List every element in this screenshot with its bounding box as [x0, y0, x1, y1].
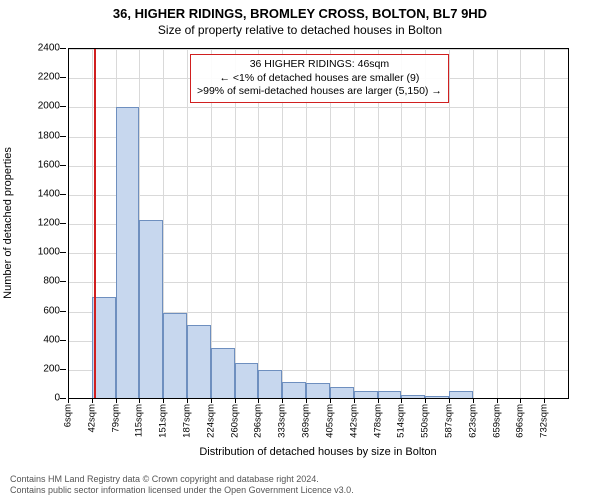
- xtick-label: 405sqm: [324, 404, 335, 438]
- xtick: [163, 398, 164, 403]
- xtick: [544, 398, 545, 403]
- plot-area: 36 HIGHER RIDINGS: 46sqm← <1% of detache…: [68, 48, 569, 399]
- xtick: [354, 398, 355, 403]
- gridline-v: [449, 49, 450, 399]
- gridline-v: [473, 49, 474, 399]
- xtick: [139, 398, 140, 403]
- ytick: [60, 252, 66, 253]
- ytick-label: 400: [0, 334, 60, 345]
- xtick: [401, 398, 402, 403]
- chart-container: 36, HIGHER RIDINGS, BROMLEY CROSS, BOLTO…: [0, 0, 600, 500]
- plot-inner: 36 HIGHER RIDINGS: 46sqm← <1% of detache…: [68, 49, 568, 399]
- xtick: [497, 398, 498, 403]
- histogram-bar: [258, 370, 282, 399]
- ytick: [60, 48, 66, 49]
- xtick: [306, 398, 307, 403]
- gridline-h: [68, 137, 568, 138]
- ytick: [60, 398, 66, 399]
- ytick-label: 2200: [0, 72, 60, 83]
- xtick: [235, 398, 236, 403]
- gridline-h: [68, 195, 568, 196]
- ytick: [60, 106, 66, 107]
- xtick: [116, 398, 117, 403]
- gridline-v: [497, 49, 498, 399]
- xtick-label: 224sqm: [205, 404, 216, 438]
- xtick: [92, 398, 93, 403]
- ytick: [60, 340, 66, 341]
- xtick: [520, 398, 521, 403]
- xtick-label: 732sqm: [539, 404, 550, 438]
- ytick: [60, 136, 66, 137]
- xtick-label: 151sqm: [158, 404, 169, 438]
- ytick: [60, 165, 66, 166]
- ytick: [60, 281, 66, 282]
- annotation-line: 36 HIGHER RIDINGS: 46sqm: [197, 58, 442, 72]
- xtick-label: 623sqm: [467, 404, 478, 438]
- xtick-label: 187sqm: [182, 404, 193, 438]
- xtick-label: 42sqm: [86, 404, 97, 433]
- histogram-bar: [116, 107, 140, 399]
- xtick-label: 696sqm: [515, 404, 526, 438]
- xtick-label: 79sqm: [110, 404, 121, 433]
- xtick: [68, 398, 69, 403]
- gridline-v: [520, 49, 521, 399]
- histogram-bar: [187, 325, 211, 399]
- ytick: [60, 369, 66, 370]
- y-axis: [68, 48, 69, 398]
- ytick: [60, 223, 66, 224]
- xtick: [258, 398, 259, 403]
- gridline-h: [68, 49, 568, 50]
- ytick: [60, 77, 66, 78]
- xtick: [330, 398, 331, 403]
- histogram-bar: [163, 313, 187, 399]
- chart-subtitle: Size of property relative to detached ho…: [0, 21, 600, 37]
- xtick: [473, 398, 474, 403]
- xtick-label: 333sqm: [277, 404, 288, 438]
- chart-title: 36, HIGHER RIDINGS, BROMLEY CROSS, BOLTO…: [0, 0, 600, 21]
- xtick-label: 260sqm: [229, 404, 240, 438]
- ytick-label: 1800: [0, 130, 60, 141]
- annotation-line: >99% of semi-detached houses are larger …: [197, 85, 442, 99]
- xtick-label: 550sqm: [420, 404, 431, 438]
- xtick-label: 659sqm: [491, 404, 502, 438]
- histogram-bar: [139, 220, 163, 399]
- gridline-v: [544, 49, 545, 399]
- attribution-line2: Contains public sector information licen…: [10, 485, 354, 496]
- attribution-text: Contains HM Land Registry data © Crown c…: [10, 474, 354, 496]
- histogram-bar: [211, 348, 235, 399]
- ytick-label: 600: [0, 305, 60, 316]
- xtick: [187, 398, 188, 403]
- y-axis-label: Number of detached properties: [2, 147, 14, 299]
- ytick-label: 200: [0, 363, 60, 374]
- annotation-line: ← <1% of detached houses are smaller (9): [197, 72, 442, 86]
- ytick-label: 2400: [0, 43, 60, 54]
- property-marker-line: [94, 49, 96, 399]
- attribution-line1: Contains HM Land Registry data © Crown c…: [10, 474, 354, 485]
- xtick: [378, 398, 379, 403]
- histogram-bar: [235, 363, 259, 399]
- xtick: [425, 398, 426, 403]
- xtick-label: 115sqm: [134, 404, 145, 437]
- ytick: [60, 194, 66, 195]
- xtick: [282, 398, 283, 403]
- xtick-label: 478sqm: [372, 404, 383, 438]
- xtick-label: 587sqm: [443, 404, 454, 438]
- gridline-h: [68, 107, 568, 108]
- xtick-label: 6sqm: [63, 404, 74, 427]
- histogram-bar: [282, 382, 306, 400]
- xtick: [449, 398, 450, 403]
- xtick-label: 369sqm: [301, 404, 312, 438]
- xtick-label: 296sqm: [253, 404, 264, 438]
- xtick-label: 514sqm: [396, 404, 407, 438]
- xtick-label: 442sqm: [348, 404, 359, 438]
- annotation-box: 36 HIGHER RIDINGS: 46sqm← <1% of detache…: [190, 54, 449, 103]
- ytick: [60, 311, 66, 312]
- gridline-h: [68, 166, 568, 167]
- ytick-label: 2000: [0, 101, 60, 112]
- x-axis: [68, 398, 568, 399]
- x-axis-label: Distribution of detached houses by size …: [68, 446, 568, 458]
- histogram-bar: [306, 383, 330, 399]
- xtick: [211, 398, 212, 403]
- ytick-label: 0: [0, 393, 60, 404]
